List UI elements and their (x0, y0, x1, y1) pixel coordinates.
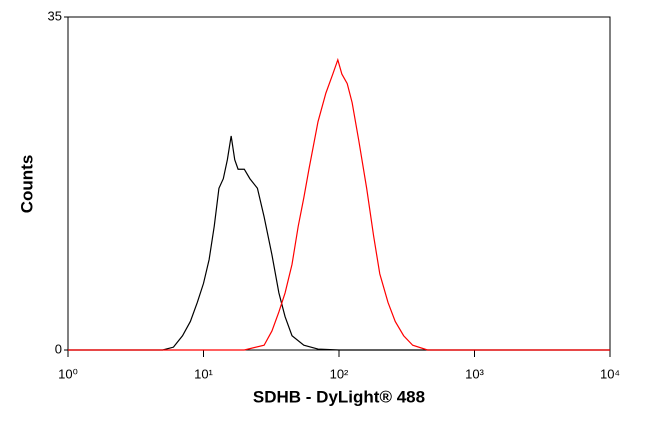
histogram-line (68, 57, 610, 351)
x-tick-label: 10³ (465, 366, 484, 381)
plot-frame (67, 16, 611, 351)
histogram-line (68, 135, 610, 351)
y-tick-label: 35 (48, 8, 62, 23)
x-tick-label: 10² (330, 366, 349, 381)
y-tick-label: 0 (55, 341, 62, 356)
y-axis-label: Counts (17, 155, 36, 214)
x-tick-label: 10¹ (194, 366, 213, 381)
x-tick-label: 10⁰ (58, 366, 78, 381)
x-tick-label: 10⁴ (600, 366, 620, 381)
x-axis-label: SDHB - DyLight® 488 (253, 387, 425, 406)
